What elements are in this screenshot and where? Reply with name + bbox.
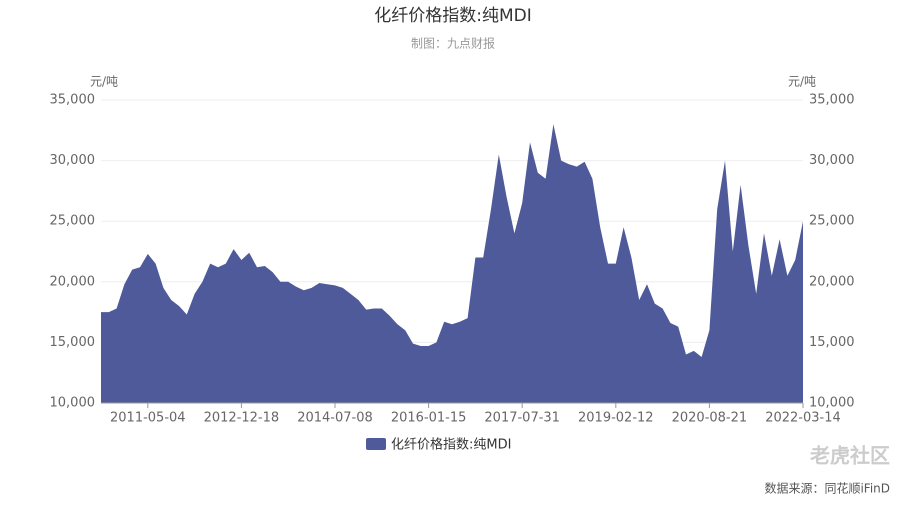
y-tick-label: 20,000 <box>50 274 96 289</box>
y2-tick-label: 35,000 <box>809 93 855 108</box>
y-tick-label: 30,000 <box>50 153 96 168</box>
source-note: 数据来源：同花顺iFinD <box>764 481 890 496</box>
watermark: 老虎社区 <box>810 444 890 468</box>
x-tick-label: 2019-02-12 <box>578 411 654 426</box>
y-tick-label: 10,000 <box>50 396 96 411</box>
y2-tick-label: 30,000 <box>809 153 855 168</box>
y-tick-label: 35,000 <box>50 93 96 108</box>
y2-unit: 元/吨 <box>788 75 816 89</box>
y-tick-label: 15,000 <box>50 335 96 350</box>
y2-tick-label: 15,000 <box>809 335 855 350</box>
x-tick-label: 2020-08-21 <box>672 411 748 426</box>
y2-tick-label: 25,000 <box>809 214 855 229</box>
legend-label: 化纤价格指数:纯MDI <box>391 437 511 453</box>
x-tick-label: 2016-01-15 <box>391 411 467 426</box>
x-tick-label: 2022-03-14 <box>765 411 841 426</box>
x-tick-label: 2011-05-04 <box>110 411 186 426</box>
area <box>101 124 803 404</box>
y2-tick-label: 20,000 <box>809 274 855 289</box>
y-unit: 元/吨 <box>90 75 118 89</box>
chart-subtitle: 制图：九点财报 <box>411 36 495 51</box>
chart-title: 化纤价格指数:纯MDI <box>374 6 532 26</box>
x-tick-label: 2017-07-31 <box>484 411 560 426</box>
y-tick-label: 25,000 <box>50 214 96 229</box>
y2-tick-label: 10,000 <box>809 396 855 411</box>
x-tick-label: 2012-12-18 <box>204 411 280 426</box>
x-tick-label: 2014-07-08 <box>297 411 373 426</box>
legend-swatch <box>366 438 386 450</box>
